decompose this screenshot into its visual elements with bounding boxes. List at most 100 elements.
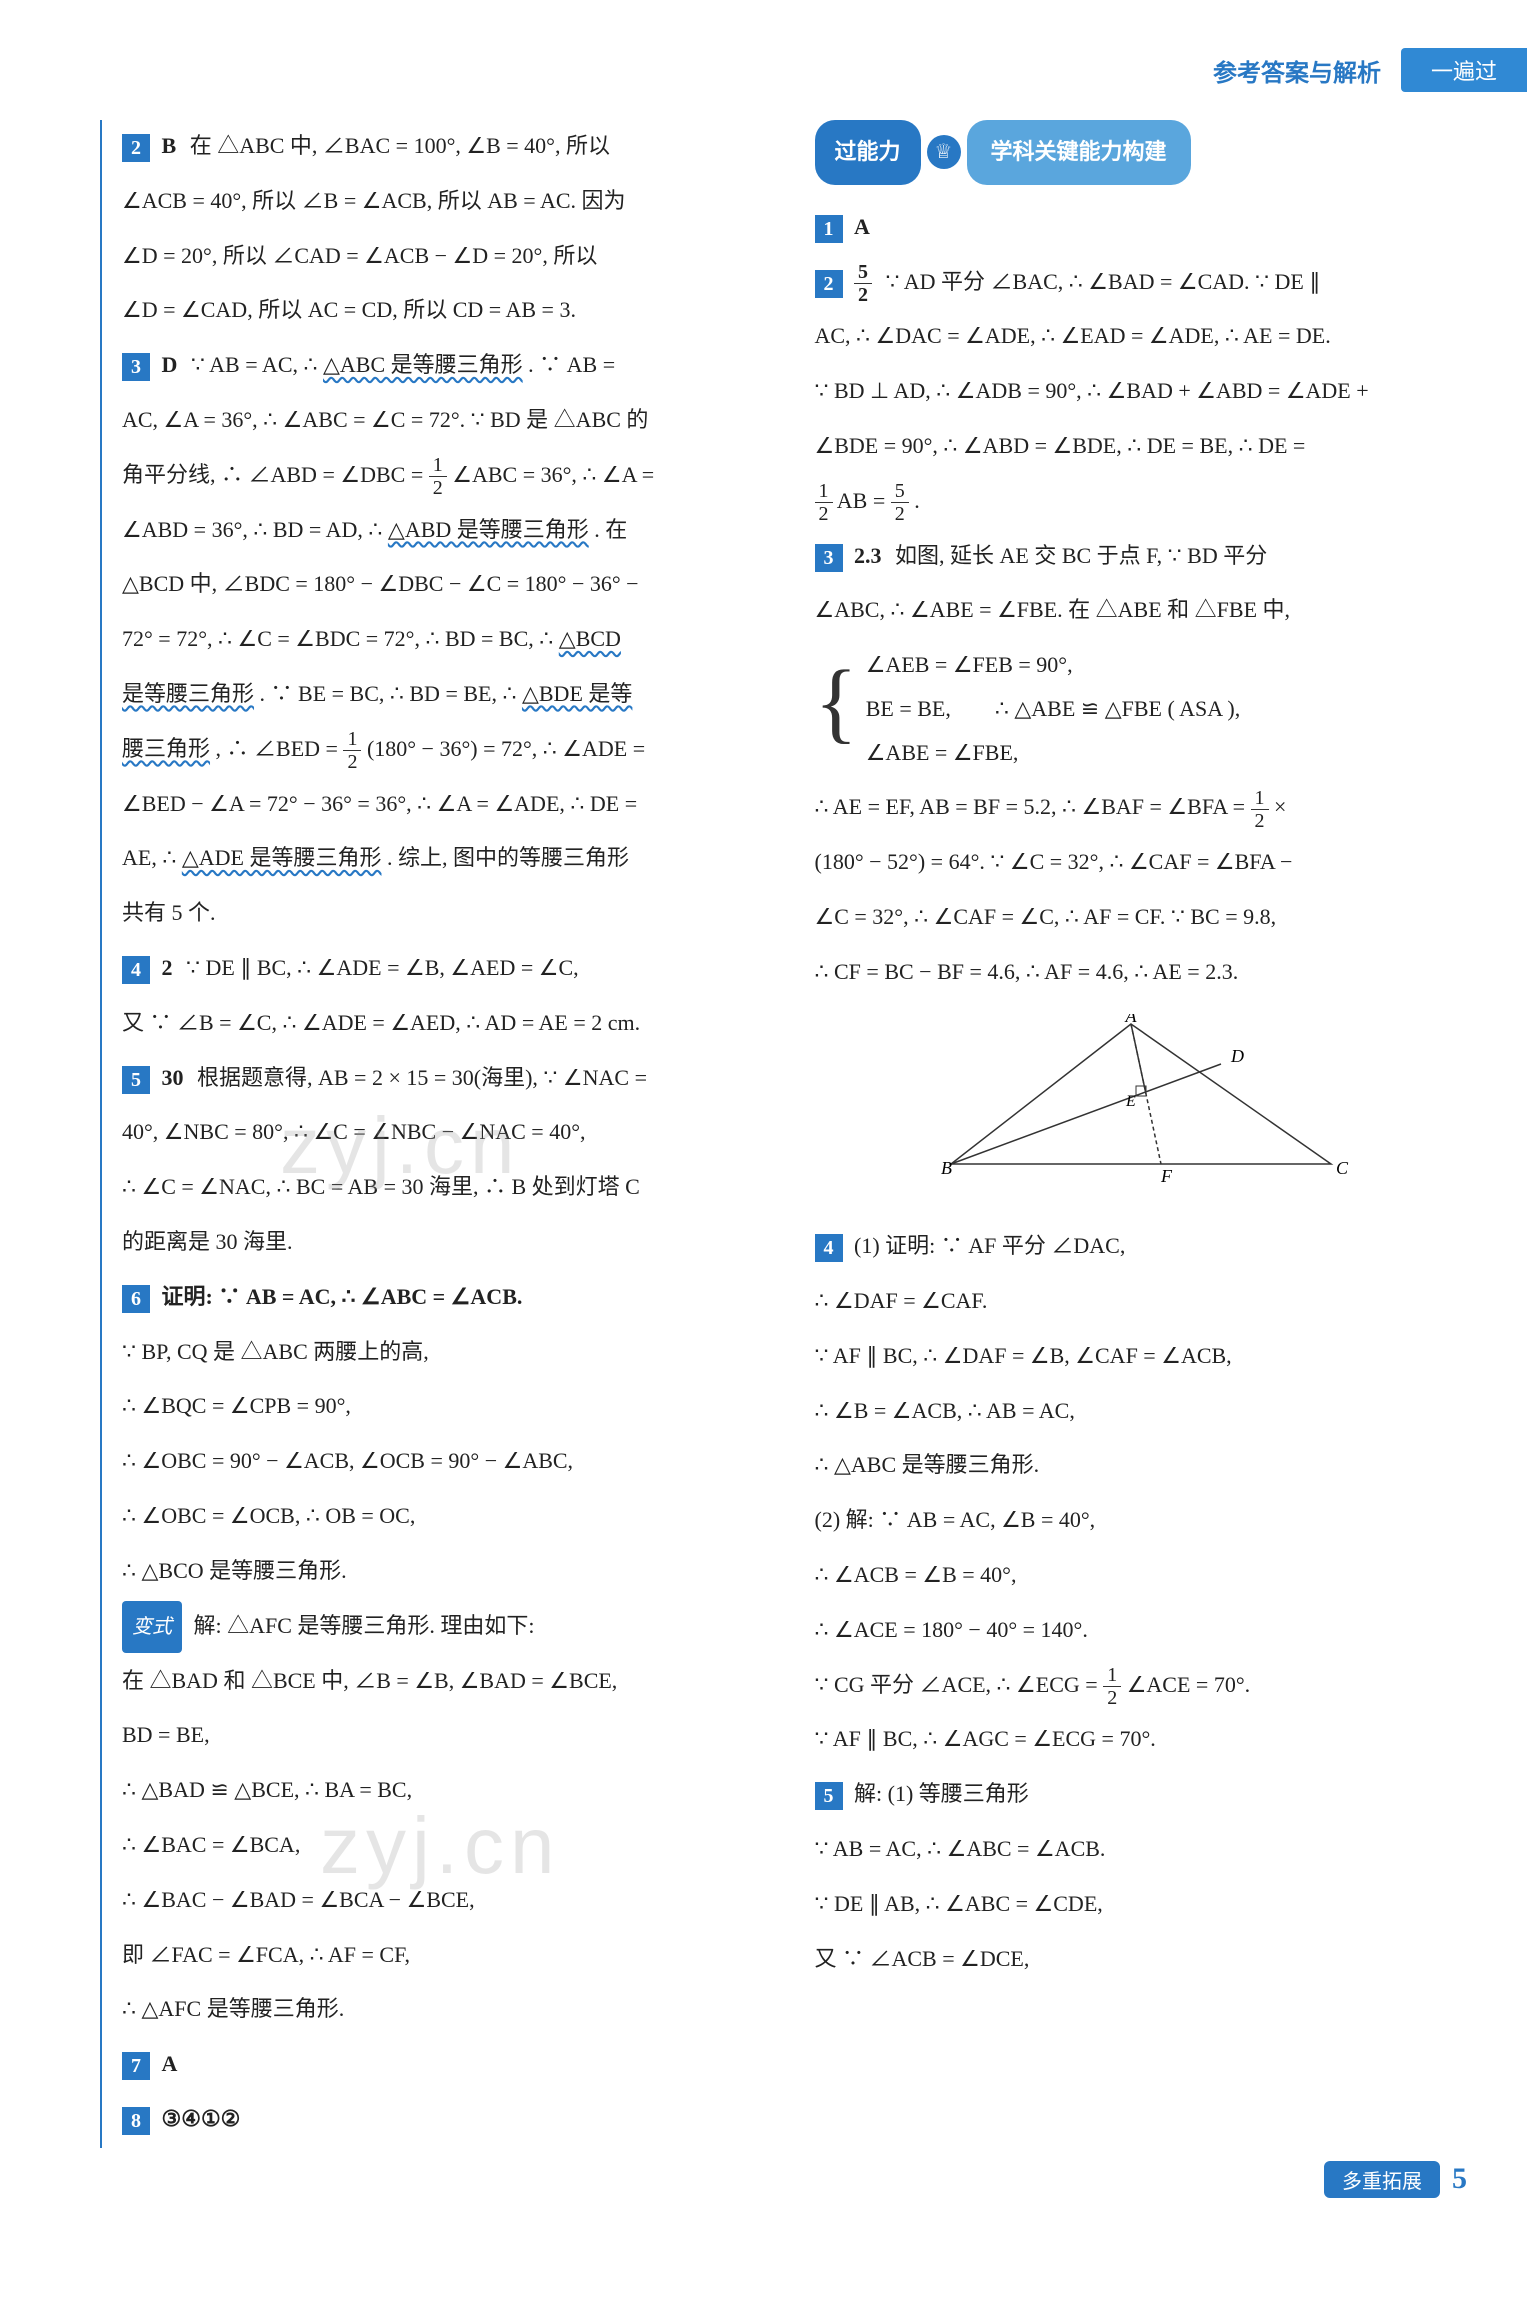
svg-text:C: C: [1336, 1158, 1349, 1178]
text: 72° = 72°, ∴ ∠C = ∠BDC = 72°, ∴ BD = BC,…: [122, 613, 775, 666]
header-title: 参考答案与解析: [1213, 53, 1381, 88]
q8: 8 ③④①②: [122, 2093, 775, 2146]
text: ∴ ∠C = ∠NAC, ∴ BC = AB = 30 海里, ∴ B 处到灯塔…: [122, 1161, 775, 1214]
wavy-underline: △ABD 是等腰三角形: [388, 517, 589, 542]
num-box: 3: [122, 353, 150, 381]
svg-text:A: A: [1124, 1014, 1137, 1026]
q1: 1 A: [815, 201, 1468, 254]
text: ∴ AE = EF, AB = BF = 5.2, ∴ ∠BAF = ∠BFA …: [815, 781, 1468, 834]
text: ∴ △ABC 是等腰三角形.: [815, 1439, 1468, 1492]
text: ∴ ∠BAC − ∠BAD = ∠BCA − ∠BCE,: [122, 1874, 775, 1927]
text: 又 ∵ ∠ACB = ∠DCE,: [815, 1933, 1468, 1986]
text: ∴ △BCO 是等腰三角形.: [122, 1545, 775, 1598]
text: ∠D = ∠CAD, 所以 AC = CD, 所以 CD = AB = 3.: [122, 284, 775, 337]
text: (2) 解: ∵ AB = AC, ∠B = 40°,: [815, 1494, 1468, 1547]
text: BE = BE, ∴ △ABE ≌ △FBE ( ASA ),: [866, 687, 1241, 731]
wavy-underline: △ABC 是等腰三角形: [323, 352, 523, 377]
left-brace-icon: {: [815, 643, 858, 775]
medal-icon: ♕: [927, 135, 961, 169]
wavy-underline: 是等腰三角形: [122, 681, 254, 706]
variant: 变式 解: △AFC 是等腰三角形. 理由如下:: [122, 1600, 775, 1653]
text: 又 ∵ ∠B = ∠C, ∴ ∠ADE = ∠AED, ∴ AD = AE = …: [122, 997, 775, 1050]
num-box: 4: [815, 1234, 843, 1262]
fraction: 12: [429, 454, 447, 499]
wavy-underline: △BDE 是等: [522, 681, 632, 706]
text: ∴ ∠DAF = ∠CAF.: [815, 1275, 1468, 1328]
num-box: 7: [122, 2052, 150, 2080]
num-box: 8: [122, 2107, 150, 2135]
brace-content: ∠AEB = ∠FEB = 90°, BE = BE, ∴ △ABE ≌ △FB…: [866, 643, 1241, 775]
answer: B: [162, 133, 177, 158]
text: ∴ △BAD ≌ △BCE, ∴ BA = BC,: [122, 1764, 775, 1817]
text: ∠D = 20°, 所以 ∠CAD = ∠ACB − ∠D = 20°, 所以: [122, 230, 775, 283]
svg-text:D: D: [1230, 1046, 1244, 1066]
fraction: 52: [891, 480, 909, 525]
q5: 5 解: (1) 等腰三角形: [815, 1768, 1468, 1821]
text: ∴ △AFC 是等腰三角形.: [122, 1983, 775, 2036]
num-box: 4: [122, 956, 150, 984]
answer: A: [162, 2051, 178, 2076]
triangle-diagram: A B C D E F: [931, 1014, 1351, 1204]
num-box: 3: [815, 544, 843, 572]
text: ∴ CF = BC − BF = 4.6, ∴ AF = 4.6, ∴ AE =…: [815, 946, 1468, 999]
num-box: 2: [815, 270, 843, 298]
text: ∴ ∠OBC = ∠OCB, ∴ OB = OC,: [122, 1490, 775, 1543]
answer: D: [162, 352, 178, 377]
fraction-answer: 52: [854, 261, 872, 306]
svg-text:F: F: [1160, 1166, 1173, 1184]
fraction: 12: [1251, 787, 1269, 832]
pill-right: 学科关键能力构建: [967, 120, 1191, 185]
fraction: 12: [815, 480, 833, 525]
text: ∠ACB = 40°, 所以 ∠B = ∠ACB, 所以 AB = AC. 因为: [122, 175, 775, 228]
text: ∵ AF ∥ BC, ∴ ∠DAF = ∠B, ∠CAF = ∠ACB,: [815, 1330, 1468, 1383]
text: ∵ BP, CQ 是 △ABC 两腰上的高,: [122, 1326, 775, 1379]
answer: A: [854, 214, 870, 239]
answer: 2.3: [854, 543, 882, 568]
variant-tag: 变式: [122, 1601, 182, 1653]
text: ∴ ∠BQC = ∠CPB = 90°,: [122, 1380, 775, 1433]
text: ∠BED − ∠A = 72° − 36° = 36°, ∴ ∠A = ∠ADE…: [122, 778, 775, 831]
text: 即 ∠FAC = ∠FCA, ∴ AF = CF,: [122, 1929, 775, 1982]
footer-tag: 多重拓展: [1324, 2161, 1440, 2198]
text: ∵ BD ⊥ AD, ∴ ∠ADB = 90°, ∴ ∠BAD + ∠ABD =…: [815, 365, 1468, 418]
text: AC, ∠A = 36°, ∴ ∠ABC = ∠C = 72°. ∵ BD 是 …: [122, 394, 775, 447]
page-header: 参考答案与解析 一遍过: [927, 50, 1527, 90]
svg-text:E: E: [1125, 1093, 1136, 1110]
text: ∵ AD 平分 ∠BAC, ∴ ∠BAD = ∠CAD. ∵ DE ∥: [886, 269, 1321, 294]
text: ∴ ∠OBC = 90° − ∠ACB, ∠OCB = 90° − ∠ABC,: [122, 1435, 775, 1488]
text: 解: △AFC 是等腰三角形. 理由如下:: [194, 1613, 535, 1638]
wavy-underline: △ADE 是等腰三角形: [182, 845, 382, 870]
text: 如图, 延长 AE 交 BC 于点 F, ∵ BD 平分: [895, 543, 1267, 568]
left-column: 2 B 在 △ABC 中, ∠BAC = 100°, ∠B = 40°, 所以 …: [100, 120, 775, 2148]
fraction: 12: [343, 728, 361, 773]
text: ∠AEB = ∠FEB = 90°,: [866, 643, 1241, 687]
text: 角平分线, ∴ ∠ABD = ∠DBC = 12 ∠ABC = 36°, ∴ ∠…: [122, 449, 775, 502]
text: ∵ CG 平分 ∠ACE, ∴ ∠ECG = 12 ∠ACE = 70°.: [815, 1659, 1468, 1712]
text: 在 △BAD 和 △BCE 中, ∠B = ∠B, ∠BAD = ∠BCE,: [122, 1655, 775, 1708]
right-column: 过能力 ♕ 学科关键能力构建 1 A 2 52 ∵ AD 平分 ∠BAC, ∴ …: [815, 120, 1468, 2148]
num-box: 5: [122, 1066, 150, 1094]
page-footer: 多重拓展 5: [1324, 2161, 1467, 2198]
text: ∴ ∠ACB = ∠B = 40°,: [815, 1549, 1468, 1602]
q4: 4 2 ∵ DE ∥ BC, ∴ ∠ADE = ∠B, ∠AED = ∠C,: [122, 942, 775, 995]
num-box: 6: [122, 1285, 150, 1313]
brace-system: { ∠AEB = ∠FEB = 90°, BE = BE, ∴ △ABE ≌ △…: [815, 643, 1468, 775]
page-number: 5: [1452, 2162, 1467, 2196]
num-box: 2: [122, 134, 150, 162]
text: AE, ∴ △ADE 是等腰三角形 . 综上, 图中的等腰三角形: [122, 832, 775, 885]
text: ∠ABC, ∴ ∠ABE = ∠FBE. 在 △ABE 和 △FBE 中,: [815, 584, 1468, 637]
text: (1) 证明: ∵ AF 平分 ∠DAC,: [854, 1233, 1125, 1258]
text: ∠BDE = 90°, ∴ ∠ABD = ∠BDE, ∴ DE = BE, ∴ …: [815, 420, 1468, 473]
text: △BCD 中, ∠BDC = 180° − ∠DBC − ∠C = 180° −…: [122, 558, 775, 611]
q2: 2 B 在 △ABC 中, ∠BAC = 100°, ∠B = 40°, 所以: [122, 120, 775, 173]
q3: 3 D ∵ AB = AC, ∴ △ABC 是等腰三角形 . ∵ AB =: [122, 339, 775, 392]
fraction: 12: [1103, 1664, 1121, 1709]
text: 的距离是 30 海里.: [122, 1216, 775, 1269]
answer: 30: [162, 1065, 184, 1090]
pill-left: 过能力: [815, 120, 921, 185]
q4: 4 (1) 证明: ∵ AF 平分 ∠DAC,: [815, 1220, 1468, 1273]
text: ∵ AB = AC, ∴: [191, 352, 323, 377]
text: 是等腰三角形 . ∵ BE = BC, ∴ BD = BE, ∴ △BDE 是等: [122, 668, 775, 721]
header-badge: 一遍过: [1401, 48, 1527, 92]
wavy-underline: 腰三角形: [122, 736, 210, 761]
